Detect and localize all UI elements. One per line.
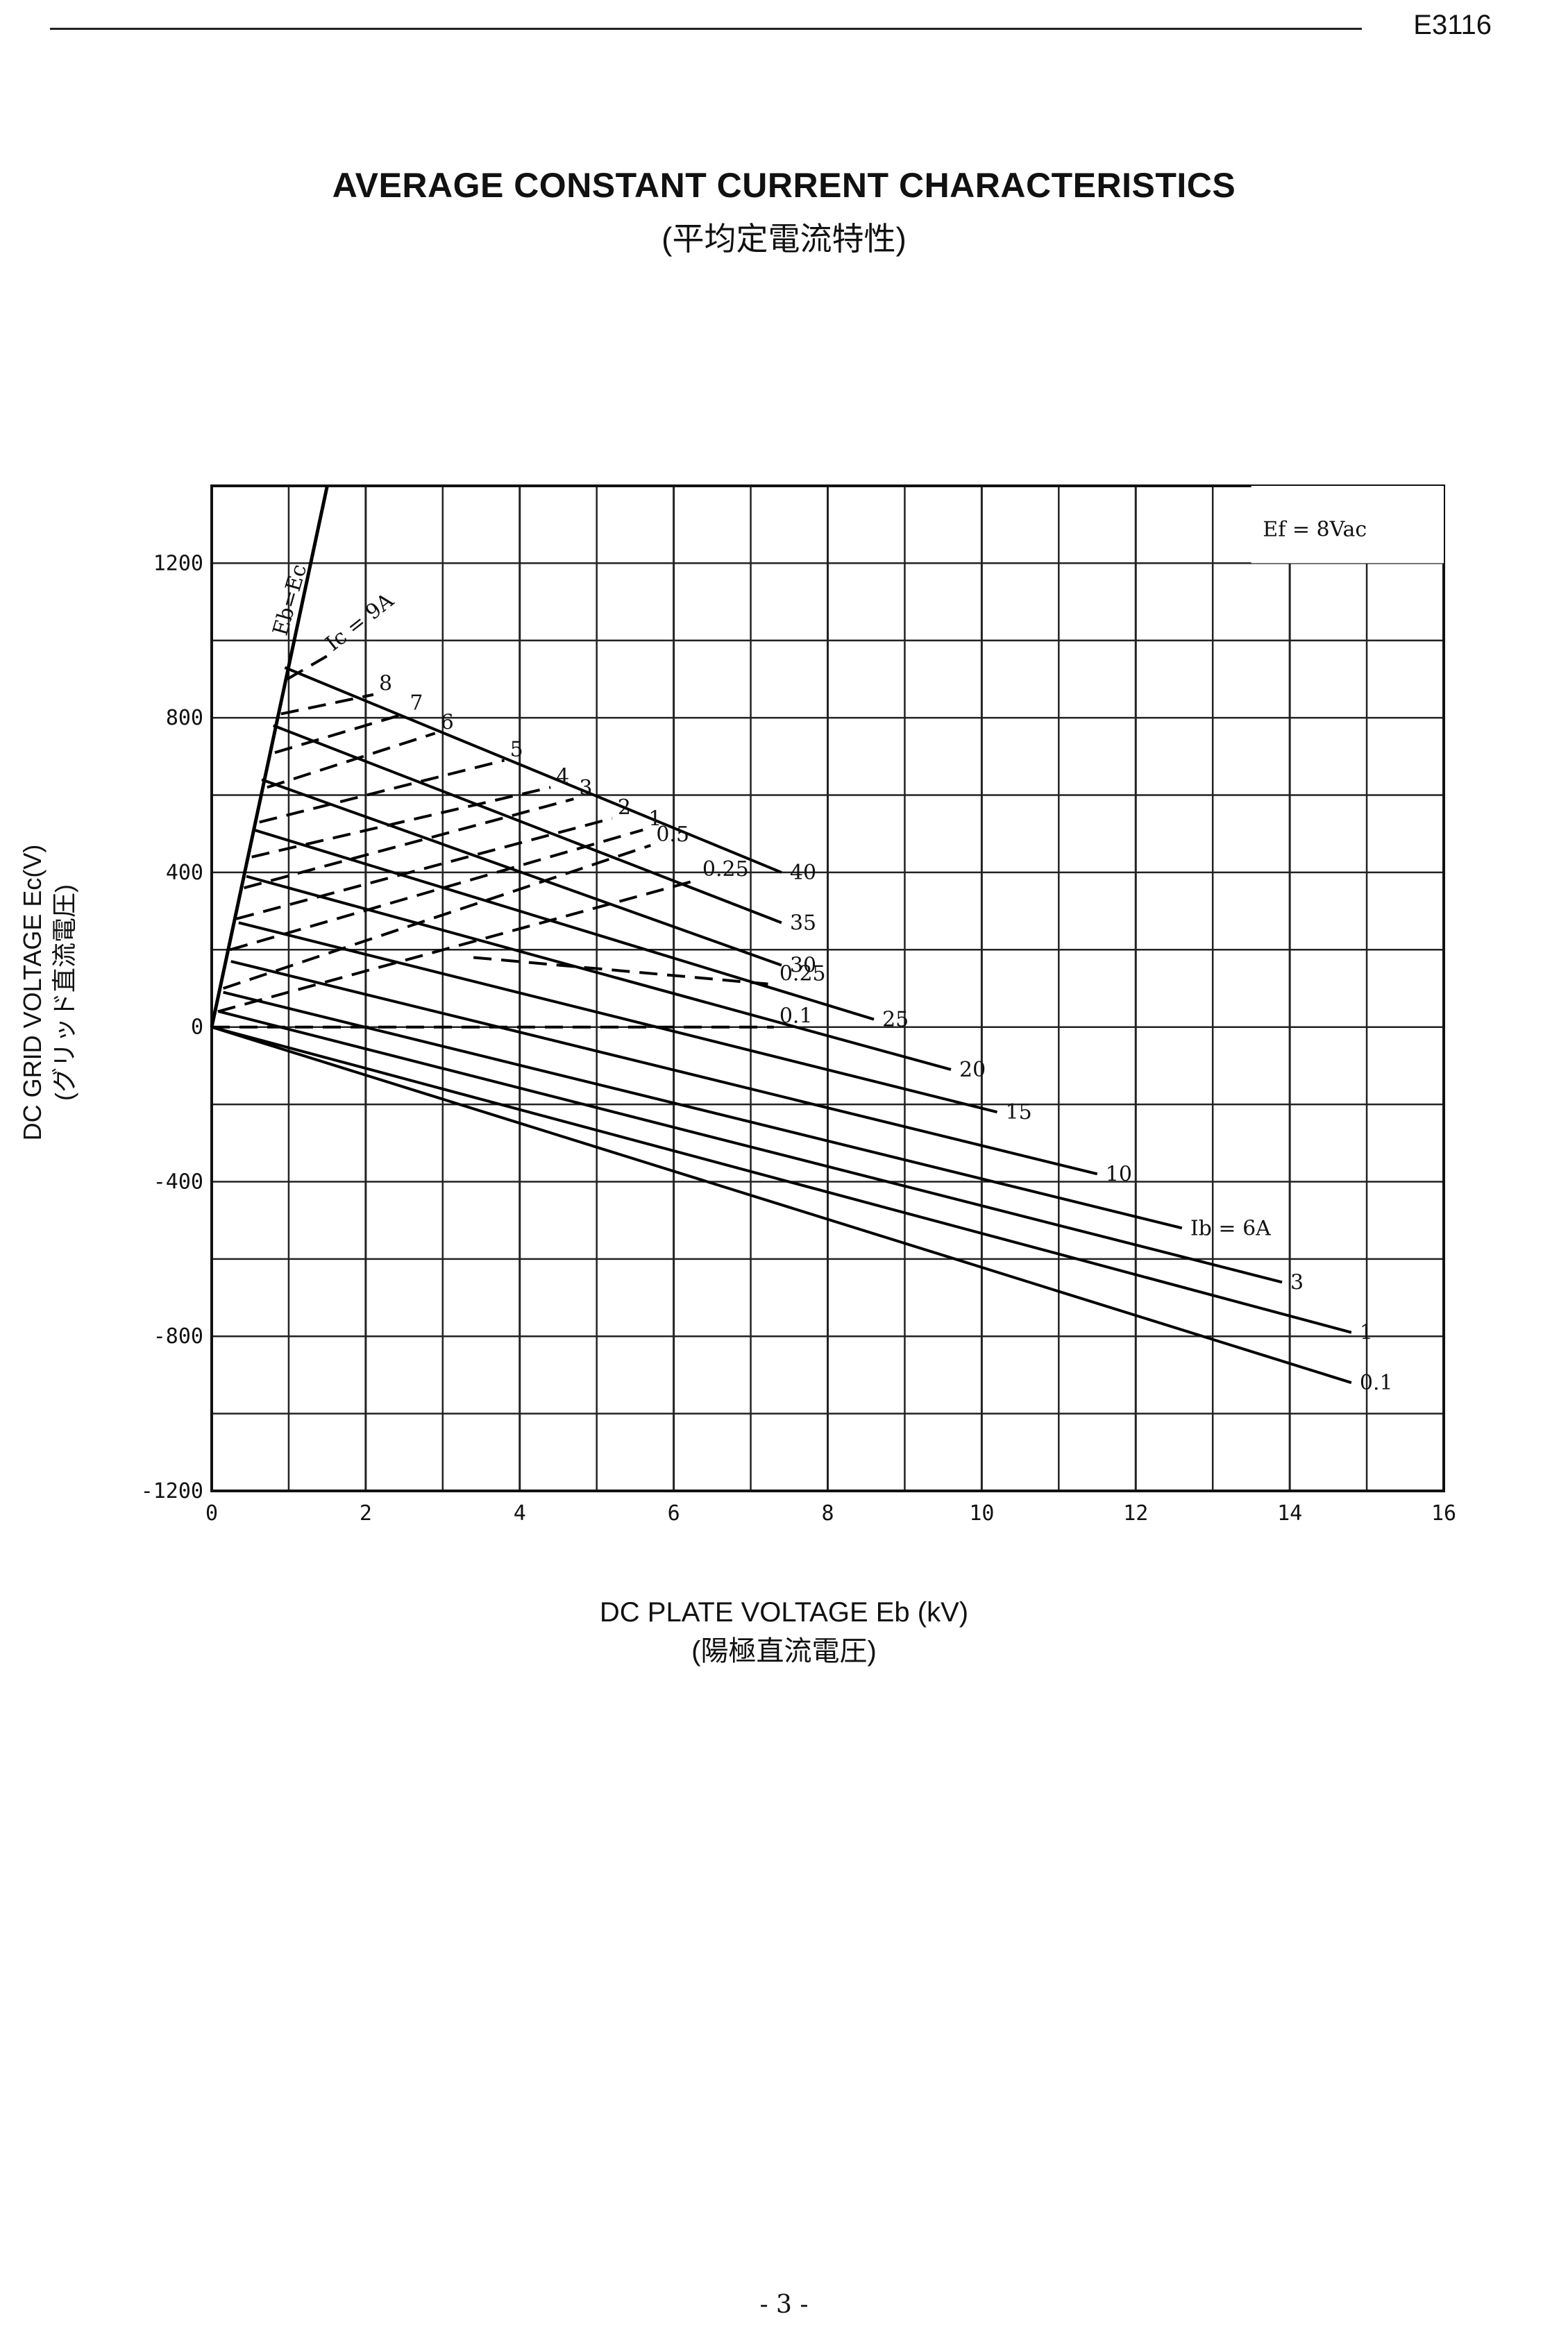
plate-current-label: 0.1 xyxy=(1360,1371,1393,1395)
boundary-label: Eb=Ec xyxy=(269,562,312,639)
chart-title: AVERAGE CONSTANT CURRENT CHARACTERISTICS xyxy=(332,166,1236,205)
x-tick-label: 0 xyxy=(205,1501,218,1526)
grid-current-line xyxy=(235,817,613,920)
grid-layer xyxy=(210,484,1445,1492)
labels-layer: 0 2 4 6 8 10 12 14 1612008004000-400-800-1200Ef … xyxy=(141,517,1456,1526)
grid-current-label: 8 xyxy=(379,672,392,696)
grid-current-line xyxy=(473,956,775,986)
x-tick-label: 6 xyxy=(668,1501,680,1526)
grid-current-label: 3 xyxy=(579,776,592,800)
plate-current-label: 1 xyxy=(1360,1321,1373,1345)
plate-current-label: 15 xyxy=(1006,1100,1032,1124)
grid-current-label: 1 xyxy=(648,807,661,832)
x-tick-label: 10 xyxy=(969,1501,994,1526)
grid-current-label: 6 xyxy=(441,710,454,734)
plate-current-line xyxy=(238,921,998,1114)
y-tick-label: 800 xyxy=(166,706,203,730)
grid-current-label: 0.25 xyxy=(779,961,826,986)
grid-current-line xyxy=(280,693,374,716)
grid-current-line xyxy=(230,828,643,952)
x-tick-label: 4 xyxy=(514,1501,526,1526)
grid-current-line xyxy=(251,786,551,859)
x-axis-subtitle: (陽極直流電圧) xyxy=(691,1636,877,1667)
x-axis-label: DC PLATE VOLTAGE Eb (kV) (陽極直流電圧) xyxy=(0,1593,1568,1671)
plate-current-label: 35 xyxy=(790,911,816,935)
plate-current-line xyxy=(211,1025,1352,1384)
plate-current-line xyxy=(223,990,1183,1230)
plate-current-line xyxy=(246,875,952,1071)
y-tick-label: 0 xyxy=(191,1015,203,1040)
boundary-line xyxy=(210,485,329,1028)
x-tick-label: 14 xyxy=(1277,1501,1302,1526)
annotation-box xyxy=(1251,486,1444,564)
y-tick-label: -800 xyxy=(153,1324,203,1349)
page-number: - 3 - xyxy=(759,2291,809,2319)
grid-current-line xyxy=(259,759,505,824)
grid-current-line xyxy=(244,798,574,890)
plate-current-line xyxy=(230,960,1098,1176)
grid-current-label: 0.1 xyxy=(779,1004,813,1029)
x-tick-label: 16 xyxy=(1431,1501,1456,1526)
annotation-label: Ef = 8Vac xyxy=(1263,517,1367,541)
plate-current-line xyxy=(219,1010,1283,1284)
grid-current-label: 5 xyxy=(510,737,523,761)
x-tick-label: 2 xyxy=(360,1501,372,1526)
y-axis-title: DC GRID VOLTAGE Ec(V) xyxy=(18,844,47,1141)
grid-current-line xyxy=(267,732,436,789)
x-axis-title: DC PLATE VOLTAGE Eb (kV) xyxy=(599,1597,969,1628)
plate-current-label: 30 xyxy=(790,954,816,978)
plot-frame xyxy=(210,484,1445,1492)
grid-current-line xyxy=(274,712,405,754)
x-tick-label: 8 xyxy=(821,1501,834,1526)
plate-current-label: 3 xyxy=(1290,1270,1304,1294)
y-tick-label: -400 xyxy=(153,1170,203,1194)
y-tick-label: -1200 xyxy=(141,1479,203,1503)
plate-current-label: 40 xyxy=(790,861,816,885)
y-tick-label: 400 xyxy=(166,861,203,885)
grid-current-label: Ic = 9A xyxy=(321,589,398,657)
plate-current-line xyxy=(273,724,782,925)
grid-current-label: 7 xyxy=(410,691,423,716)
plate-current-line xyxy=(261,778,782,967)
plate-current-label: Ib = 6A xyxy=(1190,1216,1271,1240)
grid-current-label: 0.5 xyxy=(656,823,689,847)
y-axis-label: DC GRID VOLTAGE Ec(V) (グリッド直流電圧) xyxy=(17,845,81,1141)
x-tick-label: 12 xyxy=(1123,1501,1148,1526)
plate-current-line xyxy=(284,666,782,874)
grid-current-label: 0.25 xyxy=(702,857,749,882)
grid-current-line xyxy=(217,879,698,1013)
grid-current-label: 2 xyxy=(618,795,631,820)
marks-layer xyxy=(210,485,1352,1384)
plate-current-line xyxy=(253,828,875,1021)
grid-current-label: 4 xyxy=(556,764,569,788)
header-rule xyxy=(50,28,1362,30)
y-tick-label: 1200 xyxy=(153,551,203,575)
y-axis-subtitle: (グリッド直流電圧) xyxy=(50,884,78,1101)
grid-current-line xyxy=(223,844,651,990)
document-code: E3116 xyxy=(1413,10,1492,40)
plate-current-label: 25 xyxy=(882,1008,909,1032)
plate-current-line xyxy=(211,1025,1352,1334)
plate-current-label: 10 xyxy=(1106,1162,1132,1186)
chart-subtitle: (平均定電流特性) xyxy=(661,221,907,257)
grid-current-line xyxy=(286,655,328,681)
plate-current-label: 20 xyxy=(959,1058,986,1082)
